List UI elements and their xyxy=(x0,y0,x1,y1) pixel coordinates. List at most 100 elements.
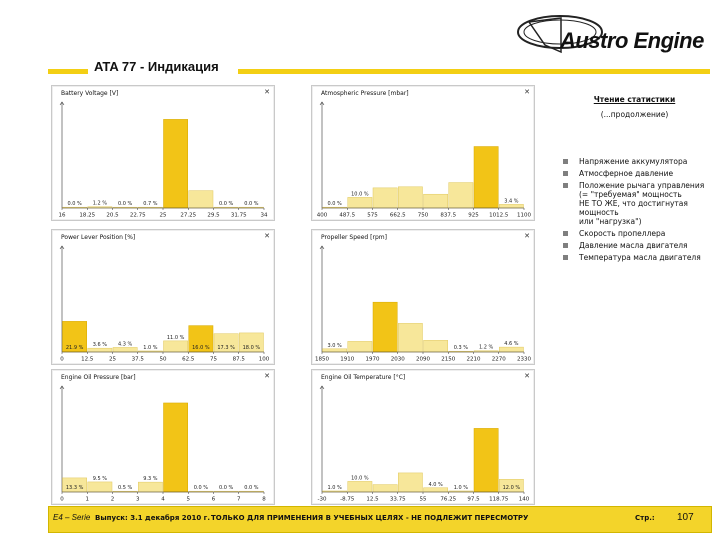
bullet-icon xyxy=(563,183,568,188)
bullet-icon xyxy=(563,159,568,164)
title-bar xyxy=(48,61,710,78)
x-tick-label: 1910 xyxy=(340,357,354,363)
list-item-text: Скорость пропеллера xyxy=(579,229,666,238)
x-tick-label: 76.25 xyxy=(440,497,456,503)
x-tick-label: 34 xyxy=(261,213,268,219)
x-tick-label: 62.5 xyxy=(182,357,195,363)
list-item-text: Атмосферное давление xyxy=(579,169,674,178)
histogram-bar xyxy=(398,323,423,353)
footer-warning: ТОЛЬКО ДЛЯ ПРИМЕНЕНИЯ В УЧЕБНЫХ ЦЕЛЯХ - … xyxy=(211,514,529,522)
chart-svg: 21.9 % 3.6 % 4.3 % 1.0 % 11.0 % 16.0 % 17.3 % 1… xyxy=(59,245,270,363)
page-title: ATA 77 - Индикация xyxy=(90,59,223,74)
x-tick-label: -8.75 xyxy=(340,497,355,503)
list-item: Положение рычага управления (= "требуема… xyxy=(557,181,712,226)
data-label: 0.0 % xyxy=(219,485,234,491)
x-tick-label: 400 xyxy=(317,213,328,219)
close-icon[interactable]: ✕ xyxy=(264,88,270,96)
data-label: 13.3 % xyxy=(66,485,84,491)
footer-page-label: Стр.: xyxy=(635,514,655,522)
chart-panel-power-lever-position: Power Lever Position [%] ✕ 21.9 % 3.6 % 4.… xyxy=(51,229,275,365)
data-label: 10.0 % xyxy=(351,191,369,197)
data-label: 12.0 % xyxy=(503,485,521,491)
x-tick-label: 50 xyxy=(160,357,167,363)
close-icon[interactable]: ✕ xyxy=(264,372,270,380)
data-label: 17.3 % xyxy=(217,345,235,351)
x-tick-label: 2270 xyxy=(492,357,506,363)
list-item-text: Положение рычага управления (= "требуема… xyxy=(579,181,705,226)
chart-svg: 0.0 % 1.2 % 0.0 % 0.7 % 0.0 % 0.0 %16 18.25 20.… xyxy=(59,101,268,219)
data-label: 1.2 % xyxy=(479,345,494,351)
chart-title: Power Lever Position [%] xyxy=(61,234,136,241)
histogram-bar xyxy=(473,428,499,493)
data-label: 11.0 % xyxy=(167,335,185,341)
histogram-bar xyxy=(188,325,214,353)
close-icon[interactable]: ✕ xyxy=(524,372,530,380)
bullet-icon xyxy=(563,231,568,236)
x-tick-label: 750 xyxy=(418,213,429,219)
histogram-bar xyxy=(398,472,423,493)
chart-title: Propeller Speed [rpm] xyxy=(321,234,387,241)
x-tick-label: 925 xyxy=(468,213,479,219)
bullet-icon xyxy=(563,243,568,248)
x-tick-label: 16 xyxy=(59,213,66,219)
y-axis-arrow xyxy=(319,385,325,390)
chart-panel-engine-oil-pressure: Engine Oil Pressure [bar] ✕ 13.3 % 9.5 % 0… xyxy=(51,369,275,505)
x-tick-label: 140 xyxy=(519,497,530,503)
x-tick-label: 29.5 xyxy=(207,213,220,219)
x-tick-label: 1 xyxy=(86,497,90,503)
x-tick-label: 1012.5 xyxy=(489,213,509,219)
x-tick-label: 2090 xyxy=(416,357,430,363)
data-label: 9.5 % xyxy=(93,476,108,482)
histogram-bar xyxy=(112,347,138,353)
x-tick-label: 97.5 xyxy=(467,497,480,503)
x-tick-label: 31.75 xyxy=(231,213,247,219)
histogram-bar xyxy=(188,190,214,209)
footer-page-number: 107 xyxy=(677,512,694,523)
chart-panel-atmospheric-pressure: Atmospheric Pressure [mbar] ✕ 0.0 % 10.0 … xyxy=(311,85,535,221)
x-tick-label: 662.5 xyxy=(390,213,406,219)
histogram-bar xyxy=(473,146,499,209)
y-axis-arrow xyxy=(59,385,65,390)
sidebar: Чтение статистики (...продолжение) Напря… xyxy=(557,95,712,265)
x-tick-label: 2210 xyxy=(467,357,481,363)
data-label: 0.0 % xyxy=(194,485,209,491)
histogram-bar xyxy=(347,481,373,493)
close-icon[interactable]: ✕ xyxy=(524,88,530,96)
x-tick-label: 33.75 xyxy=(390,497,406,503)
data-label: 9.3 % xyxy=(143,476,158,482)
data-label: 0.3 % xyxy=(454,345,469,351)
x-tick-label: 2 xyxy=(111,497,115,503)
bullet-icon xyxy=(563,171,568,176)
x-tick-label: 22.75 xyxy=(130,213,146,219)
data-label: 3.0 % xyxy=(327,343,342,349)
data-label: 4.3 % xyxy=(118,341,133,347)
data-label: 0.0 % xyxy=(327,201,342,207)
footer-serie: E4 – Serie xyxy=(53,513,91,522)
histogram-bar xyxy=(372,187,398,209)
data-label: 0.0 % xyxy=(67,201,82,207)
histogram-bar xyxy=(62,321,87,353)
histogram-bar xyxy=(163,402,188,493)
data-label: 16.0 % xyxy=(192,345,210,351)
list-item: Температура масла двигателя xyxy=(557,253,712,262)
y-axis-arrow xyxy=(59,101,65,106)
histogram-bar xyxy=(138,481,163,493)
bullet-icon xyxy=(563,255,568,260)
x-tick-label: 75 xyxy=(210,357,217,363)
data-label: 0.0 % xyxy=(118,201,133,207)
x-tick-label: 2030 xyxy=(391,357,405,363)
close-icon[interactable]: ✕ xyxy=(524,232,530,240)
x-tick-label: 5 xyxy=(187,497,191,503)
data-label: 0.5 % xyxy=(118,485,133,491)
close-icon[interactable]: ✕ xyxy=(264,232,270,240)
x-tick-label: 37.5 xyxy=(132,357,145,363)
chart-svg: 13.3 % 9.5 % 0.5 % 9.3 % 0.0 % 0.0 % 0.0 % 0 1 2 3… xyxy=(59,385,266,503)
data-label: 4.0 % xyxy=(428,482,443,488)
data-label: 10.0 % xyxy=(351,475,369,481)
data-label: 3.6 % xyxy=(93,342,108,348)
x-tick-label: 1970 xyxy=(366,357,380,363)
list-item-text: Напряжение аккумулятора xyxy=(579,157,688,166)
x-tick-label: 2330 xyxy=(517,357,531,363)
list-item-text: Температура масла двигателя xyxy=(579,253,701,262)
x-tick-label: 4 xyxy=(161,497,165,503)
